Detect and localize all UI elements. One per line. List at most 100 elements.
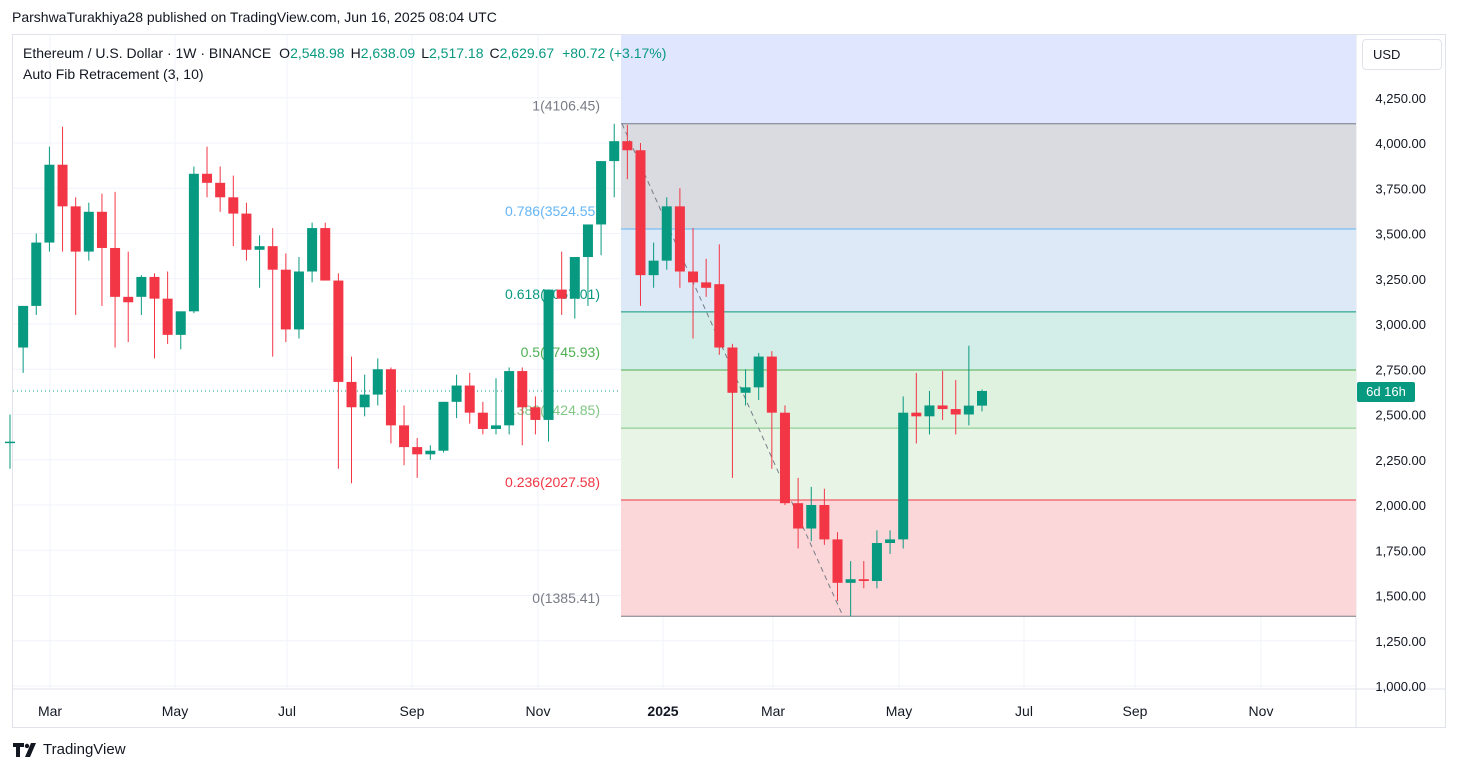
candle <box>44 146 55 252</box>
candle-body <box>766 356 777 413</box>
symbol-title[interactable]: Ethereum / U.S. Dollar · 1W · BINANCE <box>23 45 272 61</box>
candle <box>83 202 94 261</box>
candle <box>385 367 396 444</box>
ohlc-legend[interactable]: Ethereum / U.S. Dollar · 1W · BINANCE O … <box>23 45 666 61</box>
y-tick-label: 3,500.00 <box>1375 227 1426 242</box>
candle-body <box>241 213 252 250</box>
candle-body <box>175 311 186 335</box>
candle <box>740 369 751 406</box>
candle <box>491 378 501 435</box>
candle-body <box>543 289 554 420</box>
candle-body <box>31 242 42 306</box>
candle-body <box>661 206 672 261</box>
candle-body <box>385 369 396 426</box>
y-tick-label: 1,000.00 <box>1375 679 1426 694</box>
candle <box>911 372 922 444</box>
y-tick-label: 1,750.00 <box>1375 543 1426 558</box>
candle-body <box>320 228 331 281</box>
candle <box>556 251 567 315</box>
candle-body <box>832 539 843 583</box>
candle-body <box>70 206 81 252</box>
fib-zone <box>621 428 1356 501</box>
candle-body <box>556 289 567 299</box>
candle <box>451 374 462 419</box>
close-value: 2,629.67 <box>499 45 555 61</box>
candles <box>5 123 987 617</box>
candle-body <box>44 164 55 243</box>
candle <box>635 143 646 306</box>
tradingview-brand[interactable]: TradingView <box>13 741 126 758</box>
y-tick-label: 4,000.00 <box>1375 136 1426 151</box>
candle <box>96 193 107 306</box>
candle-body <box>215 182 226 198</box>
candle-body <box>937 405 948 410</box>
candle <box>464 372 475 424</box>
candle <box>661 197 672 270</box>
candle <box>31 233 42 315</box>
candle <box>293 257 304 339</box>
y-tick-label: 4,250.00 <box>1375 91 1426 106</box>
candle-body <box>254 246 265 250</box>
candle <box>372 358 383 406</box>
publish-line: ParshwaTurakhiya28 published on TradingV… <box>12 9 497 25</box>
y-tick-label: 1,250.00 <box>1375 634 1426 649</box>
candle-body <box>136 276 147 297</box>
candle <box>622 124 633 180</box>
candle-body <box>885 539 896 544</box>
candle <box>543 289 554 442</box>
candle-body <box>372 369 383 395</box>
candle-body <box>110 247 121 297</box>
candle <box>188 166 199 314</box>
candle <box>674 188 685 288</box>
candle <box>963 345 974 426</box>
candle <box>477 401 488 435</box>
candle-body <box>346 381 357 408</box>
x-tick-label: Mar <box>761 703 785 719</box>
fib-retracement: 1(4106.45)0.786(3524.55)0.618(3067.01)0.… <box>505 35 1356 617</box>
candle-body <box>425 450 436 455</box>
candle-body <box>674 206 685 272</box>
y-tick-label: 2,000.00 <box>1375 498 1426 513</box>
candle <box>228 175 239 247</box>
candle <box>924 390 935 435</box>
candle-body <box>753 356 764 388</box>
candle-body <box>83 211 94 252</box>
fib-level-label: 0.786(3524.55) <box>505 203 600 219</box>
y-tick-label: 2,250.00 <box>1375 453 1426 468</box>
candle-body <box>858 579 869 582</box>
candle <box>819 488 830 545</box>
candle-body <box>530 407 541 420</box>
change-value: +80.72 (+3.17%) <box>562 45 667 61</box>
candle <box>596 161 607 256</box>
candle <box>871 530 882 589</box>
candle <box>241 202 252 261</box>
open-value: 2,548.98 <box>290 45 345 61</box>
candle-body <box>714 284 725 348</box>
x-tick-label: May <box>162 703 188 719</box>
time-axis: Mar May Jul Sep Nov 2025 Mar May Jul Sep Nov <box>38 703 1274 719</box>
high-label: H <box>350 45 361 61</box>
y-tick-label: 3,750.00 <box>1375 181 1426 196</box>
candle-body <box>924 405 935 417</box>
candle-body <box>871 543 882 582</box>
open-label: O <box>279 45 291 61</box>
currency-button[interactable]: USD <box>1362 39 1442 70</box>
candle <box>412 438 423 478</box>
candle <box>162 271 173 344</box>
candle <box>202 146 213 198</box>
candle-body <box>648 260 659 276</box>
candle-body <box>96 211 107 248</box>
candle <box>582 224 593 306</box>
candle-body <box>727 347 738 393</box>
candle-body <box>162 298 173 335</box>
candle <box>977 389 987 412</box>
indicator-legend[interactable]: Auto Fib Retracement (3, 10) <box>23 66 204 82</box>
fib-level-label: 1(4106.45) <box>532 98 600 114</box>
countdown-badge: 6d 16h <box>1357 382 1415 402</box>
candle <box>898 396 909 549</box>
candle-body <box>609 141 620 162</box>
candle-body <box>228 197 239 214</box>
fib-zone-top <box>621 35 1356 124</box>
candle <box>70 197 81 315</box>
